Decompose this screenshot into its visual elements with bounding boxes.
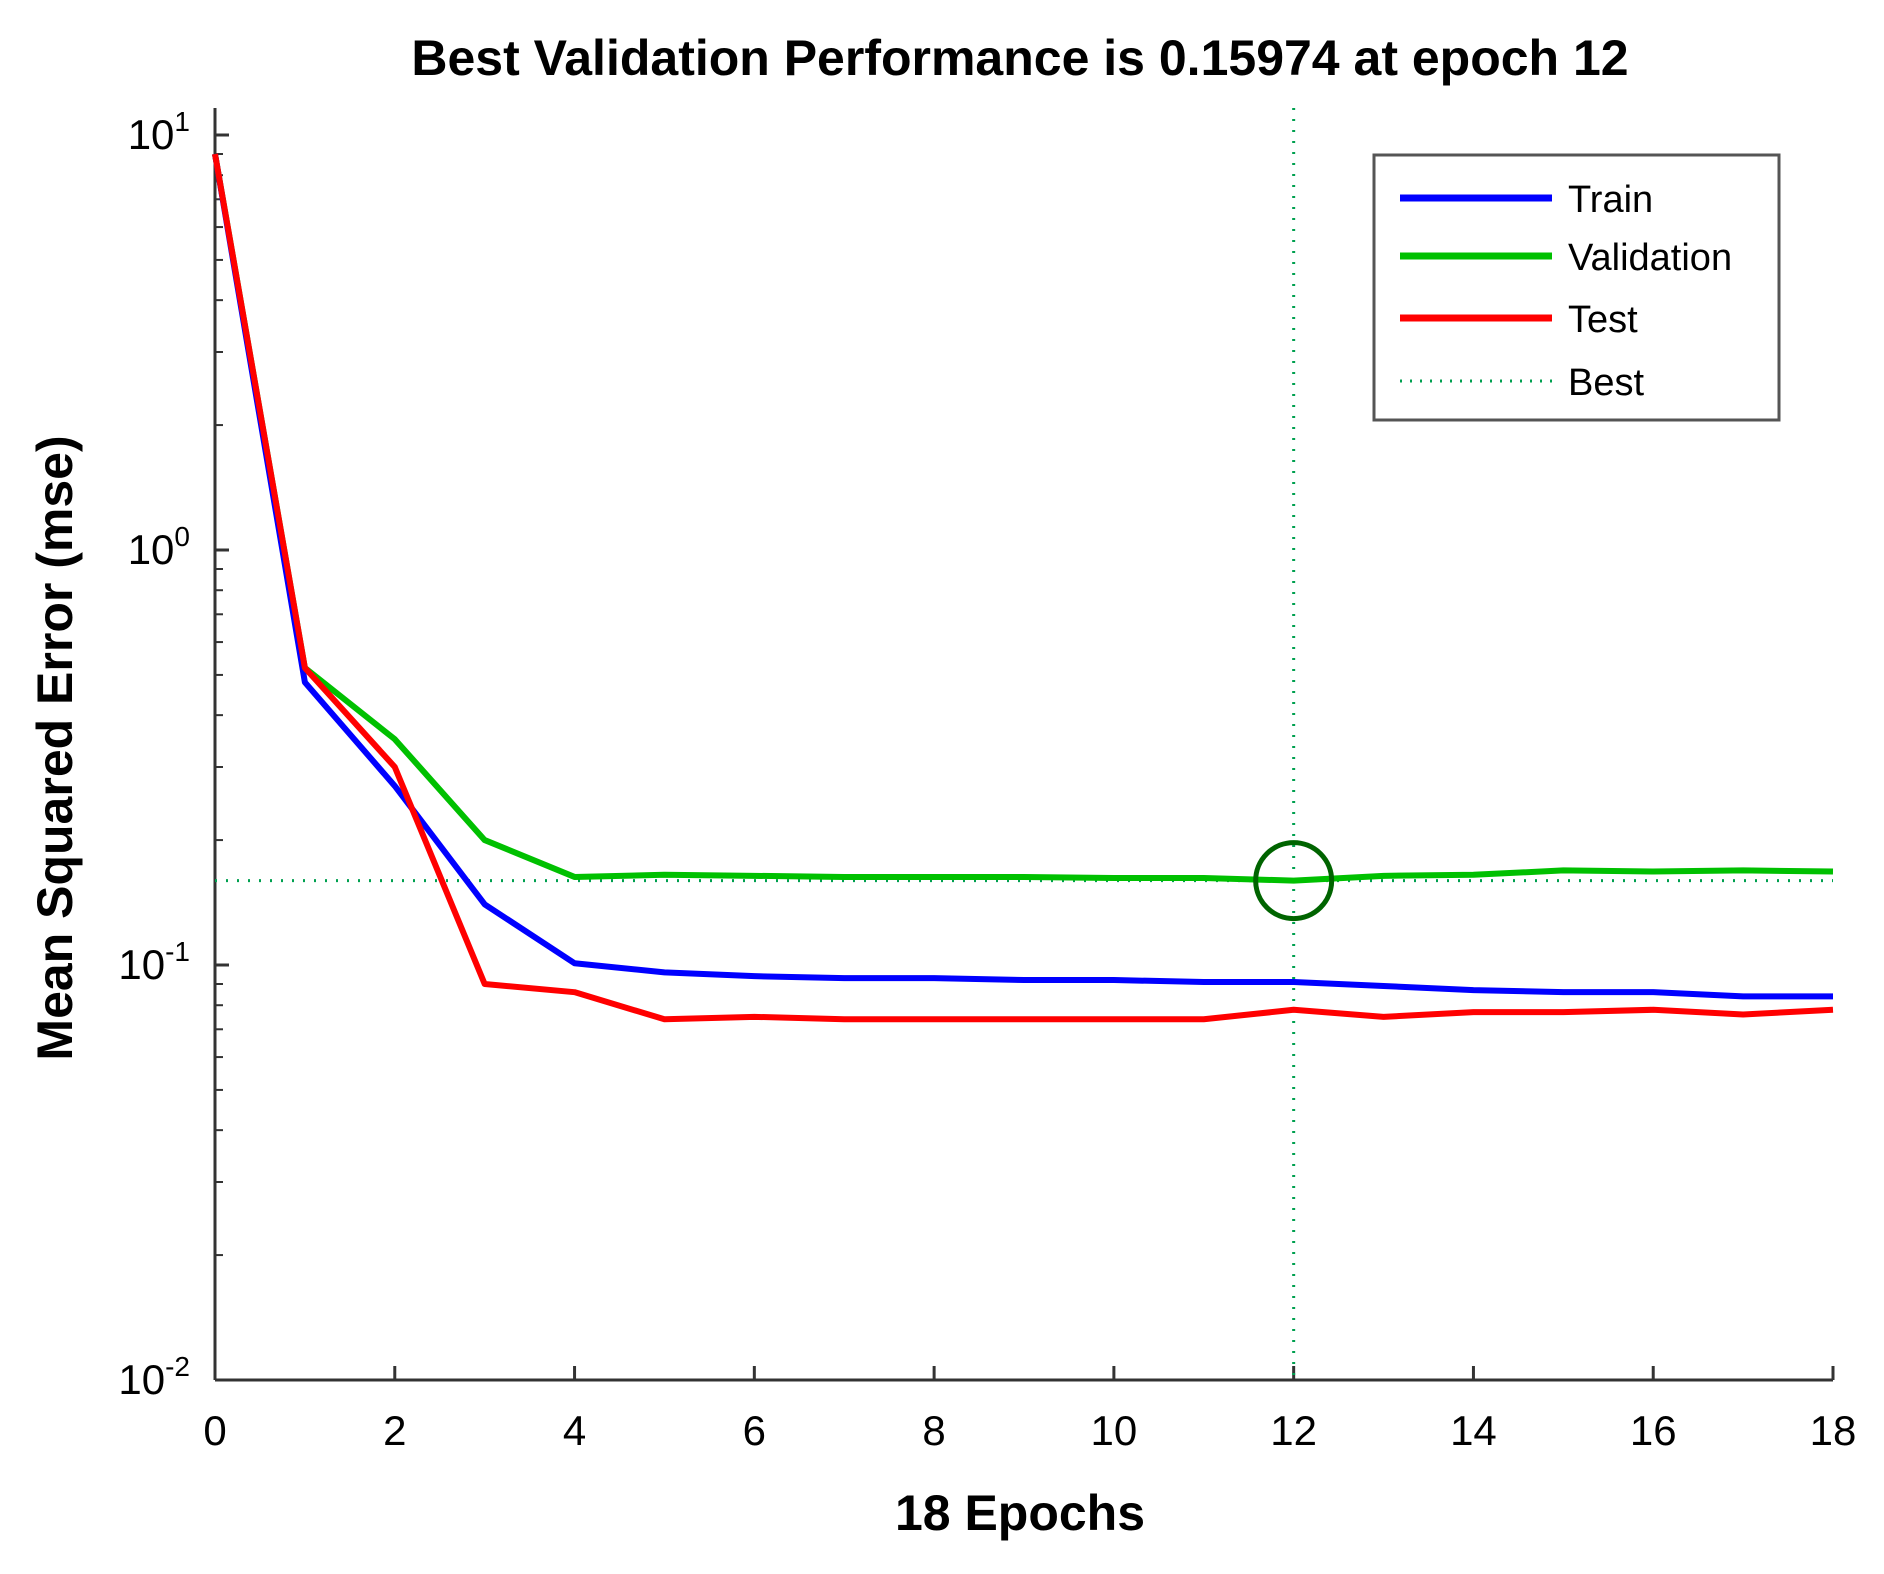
legend-validation-label: Validation: [1568, 237, 1732, 279]
legend-best-label: Best: [1568, 362, 1644, 404]
y-tick-label-1: 101: [128, 106, 190, 158]
legend-test-label: Test: [1568, 299, 1638, 341]
plot-area: 0 2 4 6 8 10 12 14 16 18 101 100 10-1 10-2: [118, 106, 1856, 1454]
x-tick-label-16: 16: [1630, 1407, 1677, 1454]
legend-train-label: Train: [1568, 179, 1653, 221]
x-tick-label-6: 6: [743, 1407, 766, 1454]
series-line-test: [212, 153, 1834, 1023]
y-axis-label: Mean Squared Error (mse): [27, 435, 83, 1060]
x-tick-label-2: 2: [383, 1407, 406, 1454]
x-axis-label: 18 Epochs: [895, 1485, 1145, 1541]
x-tick-label-12: 12: [1270, 1407, 1317, 1454]
x-tick-label-8: 8: [922, 1407, 945, 1454]
y-tick-label-0: 100: [128, 521, 190, 573]
x-tick-label-10: 10: [1091, 1407, 1138, 1454]
series-line-train: [212, 153, 1833, 1000]
x-tick-label-14: 14: [1450, 1407, 1497, 1454]
chart-title: Best Validation Performance is 0.15974 a…: [411, 30, 1628, 86]
x-tick-label-18: 18: [1810, 1407, 1857, 1454]
legend: Train Validation Test Best: [1372, 153, 1781, 422]
best-marker-circle: [1253, 840, 1335, 922]
x-tick-label-4: 4: [563, 1407, 586, 1454]
series-line-validation: [212, 153, 1834, 884]
y-tick-label--2: 10-2: [118, 1351, 190, 1403]
x-tick-label-0: 0: [203, 1407, 226, 1454]
y-tick-label--1: 10-1: [118, 936, 190, 988]
